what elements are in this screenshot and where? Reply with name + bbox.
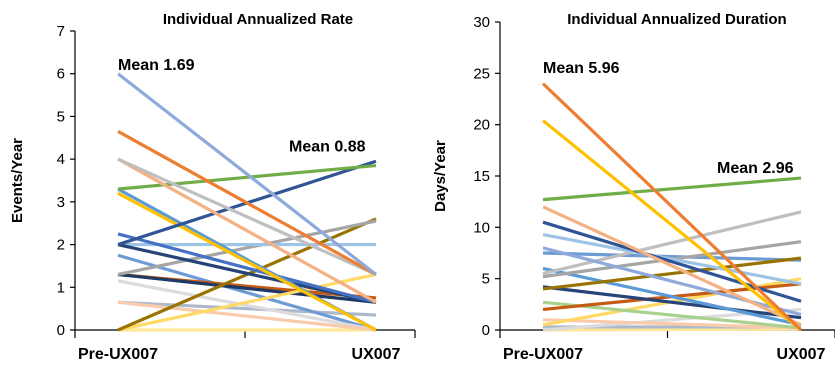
- series-line: [117, 219, 377, 277]
- series-line: [542, 205, 802, 327]
- series-line: [117, 157, 377, 304]
- series-line: [117, 253, 377, 332]
- series-line: [541, 119, 803, 332]
- mean-annotation: Mean 5.96: [543, 60, 620, 77]
- y-tick-label: 0: [482, 322, 490, 339]
- series-line: [542, 251, 802, 262]
- series-line: [541, 82, 803, 332]
- series-line: [117, 163, 377, 191]
- series-group: [117, 72, 377, 332]
- y-tick-label: 2: [57, 237, 65, 254]
- series-line: [117, 300, 377, 317]
- chart-title: Individual Annualized Rate: [163, 11, 353, 28]
- x-tick-label: UX007: [352, 346, 401, 363]
- series-line: [542, 327, 802, 332]
- series-line: [542, 266, 802, 327]
- mean-annotation: Mean 0.88: [289, 138, 366, 155]
- y-tick-label: 10: [473, 219, 490, 236]
- y-tick-label: 15: [473, 168, 490, 185]
- y-tick-label: 3: [57, 194, 65, 211]
- series-line: [117, 272, 377, 304]
- series-line: [117, 157, 377, 276]
- chart-panel-2: Individual Annualized Duration Days/Year 0…: [432, 11, 835, 363]
- series-line: [117, 272, 377, 332]
- series-line: [542, 232, 802, 286]
- series-line: [542, 210, 802, 276]
- y-tick-label: 25: [473, 65, 490, 82]
- x-tick-label: Pre-UX007: [78, 346, 158, 363]
- x-tick-label: UX007: [777, 346, 826, 363]
- y-tick-label: 7: [57, 23, 65, 40]
- mean-annotation: Mean 1.69: [118, 57, 195, 74]
- x-tick-label: Pre-UX007: [503, 346, 583, 363]
- y-tick-label: 6: [57, 66, 65, 83]
- y-tick-label: 1: [57, 279, 65, 296]
- series-line: [117, 279, 377, 332]
- series-line: [117, 72, 377, 276]
- y-tick-label: 4: [57, 151, 65, 168]
- series-line: [542, 176, 802, 202]
- y-axis-label: Days/Year: [432, 140, 449, 212]
- mean-annotation: Mean 2.96: [717, 160, 794, 177]
- series-line: [117, 232, 377, 304]
- chart-title: Individual Annualized Duration: [567, 11, 786, 28]
- chart-panel-1: Individual Annualized Rate Events/Year 0 1 2…: [9, 11, 416, 363]
- series-line: [117, 243, 377, 304]
- series-line: [117, 129, 377, 276]
- series-line: [117, 191, 377, 332]
- series-line: [542, 318, 802, 330]
- y-tick-label: 5: [482, 271, 490, 288]
- y-tick-label: 5: [57, 108, 65, 125]
- y-axis-label: Events/Year: [9, 138, 26, 223]
- y-tick-label: 30: [473, 14, 490, 31]
- series-line: [117, 300, 377, 332]
- series-line: [542, 285, 802, 320]
- series-line: [542, 256, 802, 291]
- y-tick-label: 0: [57, 322, 65, 339]
- y-tick-label: 20: [473, 117, 490, 134]
- series-group: [541, 82, 803, 332]
